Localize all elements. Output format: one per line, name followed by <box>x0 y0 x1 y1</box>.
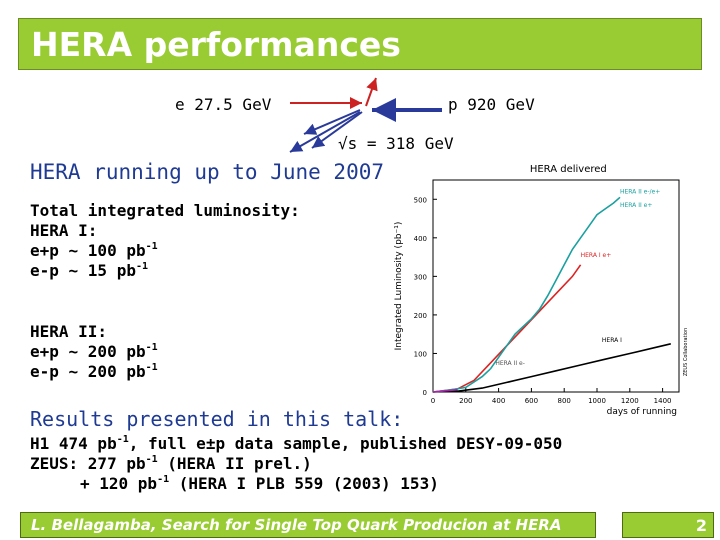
results-heading: Results presented in this talk: <box>30 407 404 431</box>
y-tick-label: 300 <box>414 273 427 281</box>
x-axis-label: days of running <box>607 407 677 417</box>
y-axis-label: Integrated Luminosity (pb⁻¹) <box>394 222 404 351</box>
h1-post: , full e±p data sample, published DESY-0… <box>128 434 563 453</box>
y-tick-label: 400 <box>414 235 427 243</box>
title-bar: HERA performances <box>18 18 702 70</box>
x-tick-label: 400 <box>492 397 505 405</box>
series-line-4 <box>432 388 458 393</box>
hera2-label: HERA II: <box>30 322 108 341</box>
x-tick-label: 0 <box>431 397 435 405</box>
zeus-post: (HERA II prel.) <box>157 454 312 473</box>
hera1-ep: e+p ~ 100 pb-1 <box>30 241 300 261</box>
exp: -1 <box>135 260 149 272</box>
results-block: H1 474 pb-1, full e±p data sample, publi… <box>30 434 562 494</box>
annotation: HERA I <box>602 337 622 344</box>
zeus2-post: (HERA I PLB 559 (2003) 153) <box>169 474 439 493</box>
zeus2-line: + 120 pb-1 (HERA I PLB 559 (2003) 153) <box>30 474 562 494</box>
annotation: HERA I e+ <box>581 252 612 259</box>
annotation: HERA II e- <box>495 360 525 367</box>
outgoing-electron-arrow <box>365 77 378 107</box>
hera2-em-text: e-p ~ 200 pb <box>30 362 146 381</box>
jet-arrow-3 <box>311 111 363 149</box>
proton-beam-label: p 920 GeV <box>448 95 535 114</box>
h1-pre: H1 474 pb <box>30 434 117 453</box>
x-tick-label: 1000 <box>588 397 606 405</box>
exp: -1 <box>157 473 170 485</box>
x-tick-label: 1200 <box>621 397 639 405</box>
hera1-em-text: e-p ~ 15 pb <box>30 261 136 280</box>
x-tick-label: 200 <box>459 397 472 405</box>
annotation: HERA II e+ <box>620 202 652 209</box>
luminosity-block-hera1: Total integrated luminosity: HERA I: e+p… <box>30 201 300 281</box>
y-tick-label: 500 <box>414 196 427 204</box>
plot-frame <box>432 179 680 393</box>
hera2-em: e-p ~ 200 pb-1 <box>30 362 158 382</box>
hera1-em: e-p ~ 15 pb-1 <box>30 261 300 281</box>
hera2-ep-text: e+p ~ 200 pb <box>30 342 146 361</box>
series-line-1 <box>432 264 582 393</box>
exp: -1 <box>145 361 158 373</box>
hera2-ep: e+p ~ 200 pb-1 <box>30 342 158 362</box>
hera1-ep-text: e+p ~ 100 pb <box>30 241 146 260</box>
jet-arrow-2 <box>289 111 361 153</box>
series-line-0 <box>432 343 671 393</box>
x-tick-label: 800 <box>558 397 571 405</box>
h1-line: H1 474 pb-1, full e±p data sample, publi… <box>30 434 562 454</box>
luminosity-block-hera2: HERA II: e+p ~ 200 pb-1 e-p ~ 200 pb-1 <box>30 322 158 382</box>
page-number-box: 2 <box>622 512 714 538</box>
x-tick-label: 600 <box>525 397 538 405</box>
jet-arrow-1 <box>303 109 361 135</box>
zeus-pre: ZEUS: 277 pb <box>30 454 146 473</box>
lumi-heading: Total integrated luminosity: <box>30 201 300 220</box>
page-number: 2 <box>695 516 707 535</box>
annotation: HERA II e-/e+ <box>620 188 660 195</box>
electron-beam-label: e 27.5 GeV <box>175 95 272 114</box>
x-tick-label: 1400 <box>654 397 672 405</box>
zeus-line: ZEUS: 277 pb-1 (HERA II prel.) <box>30 454 562 474</box>
subtitle: HERA running up to June 2007 <box>30 160 385 184</box>
slide-title: HERA performances <box>31 25 401 64</box>
exp: -1 <box>145 341 158 353</box>
exp: -1 <box>116 433 129 445</box>
sqrt-s-label: √s = 318 GeV <box>338 134 454 153</box>
y-tick-label: 0 <box>423 389 427 397</box>
beam-collision-diagram <box>289 77 442 153</box>
y-tick-label: 100 <box>414 350 427 358</box>
series-line-3 <box>489 196 621 370</box>
footer-text: L. Bellagamba, Search for Single Top Qua… <box>31 516 562 534</box>
hera1-label: HERA I: <box>30 221 98 240</box>
luminosity-chart: HERA delivered 0 200 400 600 800 1000 1200 1400 0… <box>394 164 689 417</box>
exp: -1 <box>145 240 158 252</box>
zeus2-pre: + 120 pb <box>80 474 158 493</box>
watermark: ZEUS Collaboration <box>683 328 689 376</box>
exp: -1 <box>145 453 158 465</box>
chart-title: HERA delivered <box>530 164 607 175</box>
y-tick-label: 200 <box>414 312 427 320</box>
footer-bar: L. Bellagamba, Search for Single Top Qua… <box>20 512 596 538</box>
